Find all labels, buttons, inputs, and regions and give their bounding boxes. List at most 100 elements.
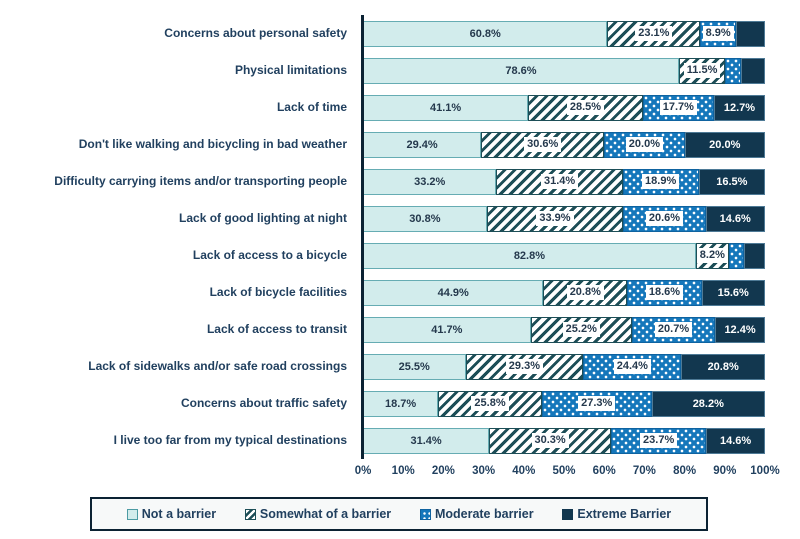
segment-value-label: 31.4% xyxy=(410,434,442,447)
category-label: Lack of access to a bicycle xyxy=(192,247,347,262)
x-tick-label: 30% xyxy=(472,465,496,477)
legend-label: Moderate barrier xyxy=(434,507,534,521)
segment-not-a-barrier: 29.4% xyxy=(363,131,482,158)
x-tick-label: 70% xyxy=(632,465,656,477)
bar-row: Concerns about traffic safety 18.7% 25.8% 2… xyxy=(0,385,765,422)
legend-item-somewhat-of-a-barrier: Somewhat of a barrier xyxy=(244,507,392,521)
segment-moderate-barrier: 18.9% xyxy=(622,168,699,195)
segment-value-label: 33.9% xyxy=(536,211,574,226)
bar-row: Lack of access to a bicycle 82.8% 8.2% xyxy=(0,237,765,274)
stacked-bar: 82.8% 8.2% xyxy=(363,242,765,269)
bar-row: Lack of good lighting at night 30.8% 33.9%… xyxy=(0,200,765,237)
segment-value-label: 20.8% xyxy=(566,285,604,300)
segment-moderate-barrier xyxy=(725,57,742,84)
segment-somewhat-of-a-barrier: 20.8% xyxy=(543,279,628,306)
segment-not-a-barrier: 25.5% xyxy=(363,353,466,380)
segment-value-label: 12.7% xyxy=(723,101,756,114)
segment-moderate-barrier: 8.9% xyxy=(700,20,737,47)
segment-somewhat-of-a-barrier: 29.3% xyxy=(465,353,584,380)
legend-label: Extreme Barrier xyxy=(577,507,672,521)
category-label: Difficulty carrying items and/or transpo… xyxy=(54,173,347,188)
segment-somewhat-of-a-barrier: 25.8% xyxy=(438,390,542,417)
segment-not-a-barrier: 60.8% xyxy=(363,20,608,47)
segment-somewhat-of-a-barrier: 28.5% xyxy=(528,94,643,121)
segment-extreme-barrier xyxy=(741,57,765,84)
segment-value-label: 30.3% xyxy=(531,433,569,448)
x-tick-label: 80% xyxy=(673,465,697,477)
segment-value-label: 82.8% xyxy=(513,249,546,262)
segment-value-label: 23.7% xyxy=(640,433,678,448)
segment-not-a-barrier: 18.7% xyxy=(363,390,439,417)
segment-value-label: 20.8% xyxy=(707,360,739,373)
segment-extreme-barrier: 12.4% xyxy=(715,316,765,343)
bar-row: Difficulty carrying items and/or transpo… xyxy=(0,163,765,200)
segment-value-label: 20.6% xyxy=(645,211,684,226)
stacked-bar: 29.4% 30.6% 20.0% 20.0% xyxy=(363,131,765,158)
legend-label: Somewhat of a barrier xyxy=(259,507,392,521)
segment-value-label: 44.9% xyxy=(437,286,469,299)
category-label: Lack of bicycle facilities xyxy=(209,284,347,299)
bar-row: Lack of access to transit 41.7% 25.2% 20.7%… xyxy=(0,311,765,348)
segment-somewhat-of-a-barrier: 8.2% xyxy=(695,242,729,269)
legend-item-extreme-barrier: Extreme Barrier xyxy=(562,507,671,521)
legend-label: Not a barrier xyxy=(141,507,217,521)
bar-row: Physical limitations 78.6% 11.5% xyxy=(0,52,765,89)
segment-somewhat-of-a-barrier: 25.2% xyxy=(530,316,632,343)
category-label: Physical limitations xyxy=(234,62,347,77)
bar-row: Lack of bicycle facilities 44.9% 20.8% 18.6… xyxy=(0,274,765,311)
segment-value-label: 41.1% xyxy=(430,101,462,114)
segment-value-label: 17.7% xyxy=(659,100,697,115)
segment-value-label: 14.6% xyxy=(719,212,751,225)
legend-swatch-extreme-barrier-icon xyxy=(562,508,574,520)
segment-moderate-barrier: 17.7% xyxy=(642,94,714,121)
segment-extreme-barrier xyxy=(744,242,765,269)
segment-value-label: 41.7% xyxy=(431,323,463,336)
segment-not-a-barrier: 41.7% xyxy=(363,316,531,343)
stacked-bar: 41.7% 25.2% 20.7% 12.4% xyxy=(363,316,765,343)
segment-value-label: 60.8% xyxy=(469,27,501,40)
legend-swatch-moderate-barrier-icon xyxy=(419,508,431,520)
segment-value-label: 29.3% xyxy=(505,359,543,374)
stacked-bar: 33.2% 31.4% 18.9% 16.5% xyxy=(363,168,765,195)
category-label: Concerns about traffic safety xyxy=(180,395,347,410)
segment-value-label: 24.4% xyxy=(613,359,651,374)
x-tick-label: 0% xyxy=(354,465,372,477)
segment-moderate-barrier: 20.6% xyxy=(623,205,706,232)
segment-somewhat-of-a-barrier: 30.3% xyxy=(489,427,612,454)
stacked-bar: 25.5% 29.3% 24.4% 20.8% xyxy=(363,353,765,380)
segment-extreme-barrier: 15.6% xyxy=(701,279,765,306)
segment-extreme-barrier: 12.7% xyxy=(713,94,765,121)
segment-value-label: 25.8% xyxy=(471,396,509,411)
stacked-bar: 44.9% 20.8% 18.6% 15.6% xyxy=(363,279,765,306)
segment-value-label: 20.7% xyxy=(654,322,693,337)
category-label: Lack of access to transit xyxy=(206,321,347,336)
segment-value-label: 31.4% xyxy=(540,174,579,189)
x-axis: 0% 10% 20% 30% 40% 50% 60% 70% 80% 90% 100% xyxy=(0,465,800,481)
segment-not-a-barrier: 78.6% xyxy=(363,57,679,84)
y-axis-line xyxy=(361,15,364,459)
stacked-bar: 18.7% 25.8% 27.3% 28.2% xyxy=(363,390,765,417)
legend-swatch-not-a-barrier-icon xyxy=(126,508,138,520)
segment-moderate-barrier: 23.7% xyxy=(611,427,707,454)
segment-value-label: 25.5% xyxy=(398,360,430,373)
segment-value-label: 18.7% xyxy=(384,397,417,410)
stacked-bar: 60.8% 23.1% 8.9% xyxy=(363,20,765,47)
category-label: Concerns about personal safety xyxy=(164,25,347,40)
segment-somewhat-of-a-barrier: 30.6% xyxy=(481,131,605,158)
segment-value-label: 30.6% xyxy=(524,137,562,152)
segment-moderate-barrier: 20.7% xyxy=(631,316,716,343)
stacked-bar: 30.8% 33.9% 20.6% 14.6% xyxy=(363,205,765,232)
segment-extreme-barrier: 16.5% xyxy=(698,168,765,195)
segment-value-label: 18.6% xyxy=(645,285,684,300)
segment-value-label: 18.9% xyxy=(642,174,680,189)
category-label: Lack of sidewalks and/or safe road cross… xyxy=(88,358,347,373)
segment-extreme-barrier: 20.8% xyxy=(681,353,765,380)
segment-value-label: 14.6% xyxy=(720,434,752,447)
segment-extreme-barrier xyxy=(736,20,765,47)
segment-value-label: 78.6% xyxy=(505,64,537,77)
segment-moderate-barrier: 20.0% xyxy=(604,131,685,158)
bar-row: Lack of time 41.1% 28.5% 17.7% 12.7% xyxy=(0,89,765,126)
segment-value-label: 29.4% xyxy=(406,138,438,151)
stacked-bar: 41.1% 28.5% 17.7% 12.7% xyxy=(363,94,765,121)
